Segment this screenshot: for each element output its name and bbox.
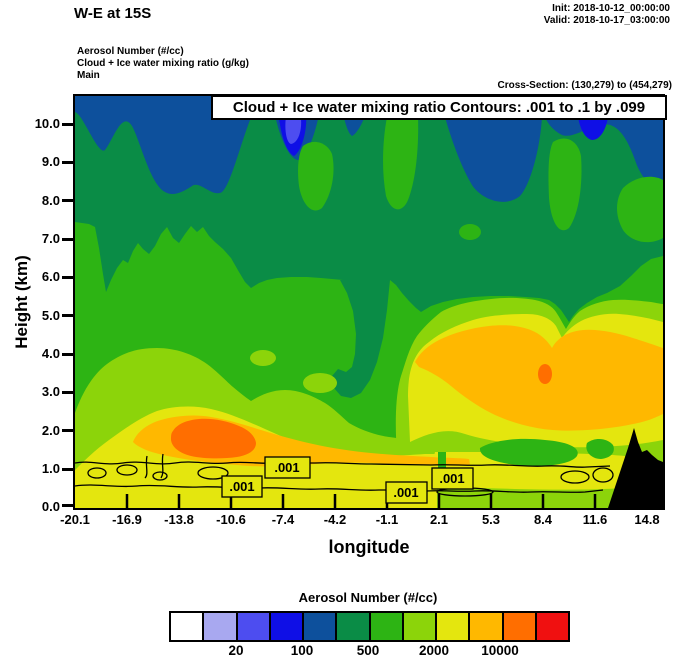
colorbar-tick-label: 2000 (418, 643, 450, 658)
fill-green-column (383, 117, 419, 210)
y-tick-mark (62, 504, 75, 507)
plot-banner: Cloud + Ice water mixing ratio Contours:… (211, 95, 667, 120)
init-timestamp: Init: 2018-10-12_00:00:00 (552, 3, 670, 14)
contour-label-box (385, 481, 428, 504)
y-tick-label: 8.0 (41, 193, 60, 208)
contour-label-box (221, 475, 263, 498)
x-tick-label: -4.2 (323, 512, 347, 527)
x-tick-label: -20.1 (60, 512, 90, 527)
variable-label-cloud-ice: Cloud + Ice water mixing ratio (g/kg) (77, 58, 249, 69)
y-tick-label: 2.0 (41, 423, 60, 438)
contour-label-box (264, 456, 311, 479)
y-tick-label: 4.0 (41, 346, 60, 361)
contour-plot-canvas: .001 .001 .001 .001 (74, 96, 663, 508)
cross-section-label: Cross-Section: (130,279) to (454,279) (497, 80, 672, 91)
fill-green-streak (438, 452, 446, 474)
fill-green-lowpatch-a (479, 438, 578, 466)
colorbar-cell (435, 613, 469, 640)
colorbar-cell (171, 613, 203, 640)
colorbar-cell (534, 613, 568, 640)
fill-yellowgreen-dot-a (250, 350, 276, 366)
fill-green-lowpatch-b (586, 439, 614, 459)
colorbar-cell (335, 613, 369, 640)
contour-labels: .001 .001 .001 .001 (221, 456, 474, 504)
x-tick-label: 5.3 (481, 512, 501, 527)
fill-orange-left (171, 418, 256, 459)
colorbar-tick-label: 100 (290, 643, 314, 658)
x-axis-title: longitude (328, 537, 410, 557)
valid-timestamp: Valid: 2018-10-17_03:00:00 (543, 15, 670, 26)
x-tick-label: -1.1 (375, 512, 399, 527)
contour-label: .001 (229, 479, 254, 494)
y-tick-mark (62, 123, 75, 126)
x-tick-label: 11.6 (582, 512, 608, 527)
x-tick-label: 8.4 (533, 512, 553, 527)
fill-seagreen-tongue (332, 280, 390, 398)
colorbar-cell (268, 613, 302, 640)
y-tick-mark (62, 429, 75, 432)
x-tick-label: 14.8 (634, 512, 660, 527)
y-tick-mark (62, 276, 75, 279)
colorbar-title: Aerosol Number (#/cc) (298, 590, 438, 605)
x-tick-label: -7.4 (271, 512, 295, 527)
colorbar-cell (235, 613, 269, 640)
contour-label: .001 (393, 485, 418, 500)
y-tick-label: 1.0 (41, 461, 60, 476)
colorbar-tick-label: 500 (356, 643, 380, 658)
x-tick-label: -10.6 (216, 512, 246, 527)
colorbar-tick-label: 20 (228, 643, 244, 658)
fill-green-patch-a (298, 141, 334, 211)
y-tick-mark (62, 468, 75, 471)
terrain-silhouette (608, 428, 663, 508)
colorbar-tick-label: 10000 (481, 643, 519, 658)
colorbar-cell (401, 613, 435, 640)
page-title: W-E at 15S (74, 5, 152, 22)
colorbar-cell (368, 613, 402, 640)
fill-darkblue-topleft (75, 96, 270, 194)
fill-orange-spot-right (538, 364, 552, 384)
y-tick-label: 9.0 (41, 154, 60, 169)
y-tick-label: 10.0 (34, 116, 60, 131)
fill-yellowgreen-dot-b (303, 373, 337, 393)
y-tick-mark (62, 391, 75, 394)
colorbar-cell (468, 613, 502, 640)
fill-green-patch-b (548, 138, 582, 231)
fill-darkblue-center-tongue (445, 117, 542, 202)
contour-label: .001 (439, 471, 464, 486)
y-tick-label: 6.0 (41, 269, 60, 284)
variable-label-aerosol: Aerosol Number (#/cc) (77, 46, 184, 57)
variable-label-main: Main (77, 70, 100, 81)
colorbar-cell (501, 613, 535, 640)
fill-green-dot (459, 224, 481, 240)
y-tick-mark (62, 353, 75, 356)
y-tick-mark (62, 314, 75, 317)
y-tick-label: 7.0 (41, 231, 60, 246)
contour-label-box (431, 467, 474, 490)
colorbar (169, 611, 570, 642)
y-tick-mark (62, 199, 75, 202)
contour-label: .001 (274, 460, 299, 475)
y-axis-title: Height (km) (12, 255, 31, 349)
x-tick-label: -13.8 (164, 512, 194, 527)
x-tick-label: -16.9 (112, 512, 142, 527)
colorbar-cell (302, 613, 336, 640)
fill-blue-patch-right (578, 117, 608, 140)
y-tick-label: 0.0 (41, 499, 60, 514)
plot-area: .001 .001 .001 .001 (73, 94, 665, 510)
x-tick-label: 2.1 (429, 512, 449, 527)
y-tick-mark (62, 161, 75, 164)
colorbar-cell (202, 613, 236, 640)
y-tick-mark (62, 238, 75, 241)
fill-yellow-contour-band (433, 452, 625, 490)
y-tick-label: 3.0 (41, 384, 60, 399)
fill-green-patch-edge (617, 176, 663, 243)
fill-darkblue-topright (545, 117, 663, 186)
y-tick-label: 5.0 (41, 308, 60, 323)
